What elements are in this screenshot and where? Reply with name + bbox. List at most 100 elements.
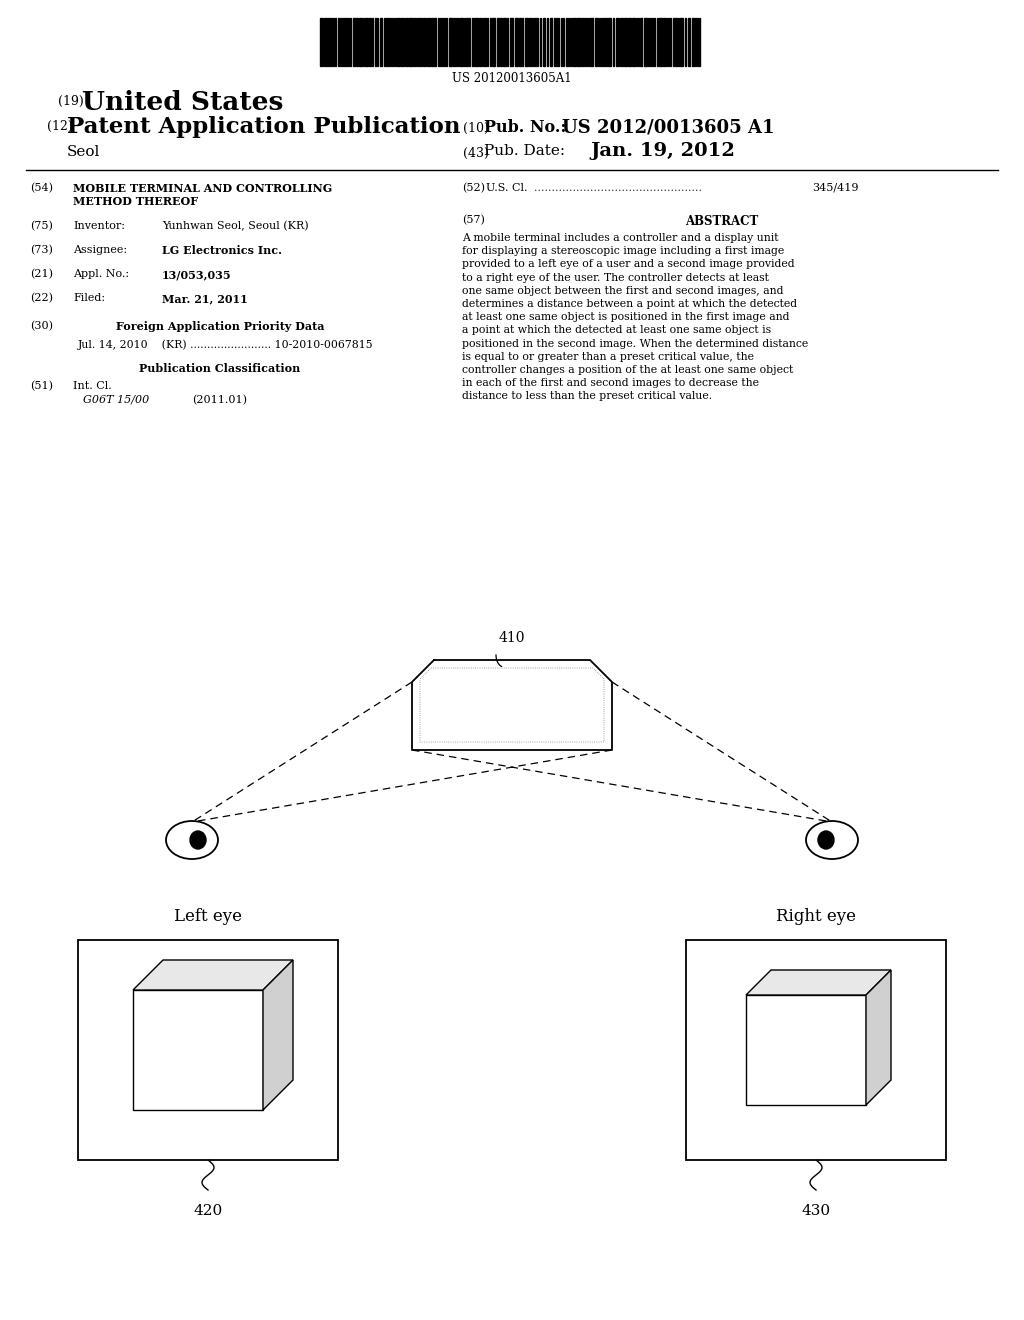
- Bar: [453, 18, 455, 66]
- Text: Foreign Application Priority Data: Foreign Application Priority Data: [116, 321, 325, 333]
- Bar: [344, 18, 346, 66]
- Ellipse shape: [190, 832, 206, 849]
- Bar: [401, 18, 403, 66]
- Text: determines a distance between a point at which the detected: determines a distance between a point at…: [462, 300, 797, 309]
- Bar: [497, 18, 499, 66]
- Bar: [397, 18, 400, 66]
- Bar: [434, 18, 436, 66]
- Bar: [688, 18, 690, 66]
- Text: 420: 420: [194, 1204, 222, 1218]
- Text: Yunhwan Seol, Seoul (KR): Yunhwan Seol, Seoul (KR): [162, 220, 308, 231]
- Bar: [413, 18, 415, 66]
- Bar: [529, 18, 531, 66]
- Bar: [577, 18, 580, 66]
- Text: (2011.01): (2011.01): [193, 395, 247, 405]
- Text: Left eye: Left eye: [174, 908, 242, 925]
- Bar: [515, 18, 518, 66]
- Bar: [543, 18, 545, 66]
- Text: US 20120013605A1: US 20120013605A1: [453, 73, 571, 84]
- Bar: [431, 18, 433, 66]
- Text: A mobile terminal includes a controller and a display unit: A mobile terminal includes a controller …: [462, 234, 778, 243]
- Bar: [621, 18, 623, 66]
- Bar: [550, 18, 552, 66]
- Text: (43): (43): [463, 147, 488, 160]
- Bar: [365, 18, 368, 66]
- Bar: [428, 18, 430, 66]
- Polygon shape: [133, 960, 293, 990]
- Bar: [573, 18, 575, 66]
- Bar: [319, 18, 322, 66]
- Bar: [386, 18, 388, 66]
- Bar: [492, 18, 495, 66]
- Text: Assignee:: Assignee:: [73, 246, 127, 255]
- Text: ABSTRACT: ABSTRACT: [685, 215, 759, 228]
- Text: a point at which the detected at least one same object is: a point at which the detected at least o…: [462, 326, 771, 335]
- Polygon shape: [263, 960, 293, 1110]
- Bar: [659, 18, 662, 66]
- Bar: [503, 18, 506, 66]
- Bar: [566, 18, 568, 66]
- Text: Patent Application Publication: Patent Application Publication: [67, 116, 461, 139]
- Text: Seol: Seol: [67, 145, 100, 158]
- Text: (30): (30): [30, 321, 53, 331]
- Text: 13/053,035: 13/053,035: [162, 269, 231, 280]
- Bar: [356, 18, 358, 66]
- Bar: [581, 18, 583, 66]
- Text: MOBILE TERMINAL AND CONTROLLING: MOBILE TERMINAL AND CONTROLLING: [73, 183, 332, 194]
- Text: Int. Cl.: Int. Cl.: [73, 381, 112, 391]
- Text: (52): (52): [462, 183, 485, 193]
- Text: Publication Classification: Publication Classification: [139, 363, 301, 374]
- Text: (75): (75): [30, 220, 53, 231]
- Text: Right eye: Right eye: [776, 908, 856, 925]
- Bar: [466, 18, 468, 66]
- Bar: [380, 18, 382, 66]
- Bar: [423, 18, 425, 66]
- Bar: [359, 18, 362, 66]
- Bar: [133, 990, 263, 1110]
- Text: provided to a left eye of a user and a second image provided: provided to a left eye of a user and a s…: [462, 260, 795, 269]
- Bar: [479, 18, 481, 66]
- Bar: [325, 18, 327, 66]
- Text: (10): (10): [463, 121, 488, 135]
- Text: Jan. 19, 2012: Jan. 19, 2012: [590, 143, 735, 160]
- Text: Pub. No.:: Pub. No.:: [484, 119, 566, 136]
- Bar: [519, 18, 521, 66]
- Polygon shape: [746, 970, 891, 995]
- Bar: [510, 18, 513, 66]
- Bar: [746, 995, 866, 1105]
- Polygon shape: [866, 970, 891, 1105]
- Bar: [536, 18, 538, 66]
- Bar: [484, 18, 486, 66]
- Bar: [406, 18, 408, 66]
- Text: distance to less than the preset critical value.: distance to less than the preset critica…: [462, 392, 712, 401]
- Text: (54): (54): [30, 183, 53, 193]
- Bar: [640, 18, 642, 66]
- Bar: [472, 18, 474, 66]
- Text: Mar. 21, 2011: Mar. 21, 2011: [162, 293, 248, 304]
- Text: (73): (73): [30, 246, 53, 255]
- Text: (21): (21): [30, 269, 53, 280]
- Text: (51): (51): [30, 381, 53, 391]
- Bar: [347, 18, 349, 66]
- Bar: [686, 940, 946, 1160]
- Bar: [608, 18, 611, 66]
- Bar: [628, 18, 631, 66]
- Bar: [624, 18, 627, 66]
- Text: Filed:: Filed:: [73, 293, 105, 304]
- Text: 410: 410: [499, 631, 525, 645]
- Bar: [475, 18, 478, 66]
- Text: for displaying a stereoscopic image including a first image: for displaying a stereoscopic image incl…: [462, 247, 784, 256]
- Text: is equal to or greater than a preset critical value, the: is equal to or greater than a preset cri…: [462, 352, 754, 362]
- Ellipse shape: [166, 821, 218, 859]
- Text: LG Electronics Inc.: LG Electronics Inc.: [162, 246, 282, 256]
- Bar: [680, 18, 683, 66]
- Bar: [78, 940, 338, 1160]
- Bar: [328, 18, 330, 66]
- Bar: [644, 18, 647, 66]
- Text: ................................................: ........................................…: [534, 183, 702, 193]
- Text: G06T 15/00: G06T 15/00: [83, 395, 150, 405]
- Text: at least one same object is positioned in the first image and: at least one same object is positioned i…: [462, 313, 790, 322]
- Text: to a right eye of the user. The controller detects at least: to a right eye of the user. The controll…: [462, 273, 769, 282]
- Bar: [500, 18, 502, 66]
- Bar: [663, 18, 665, 66]
